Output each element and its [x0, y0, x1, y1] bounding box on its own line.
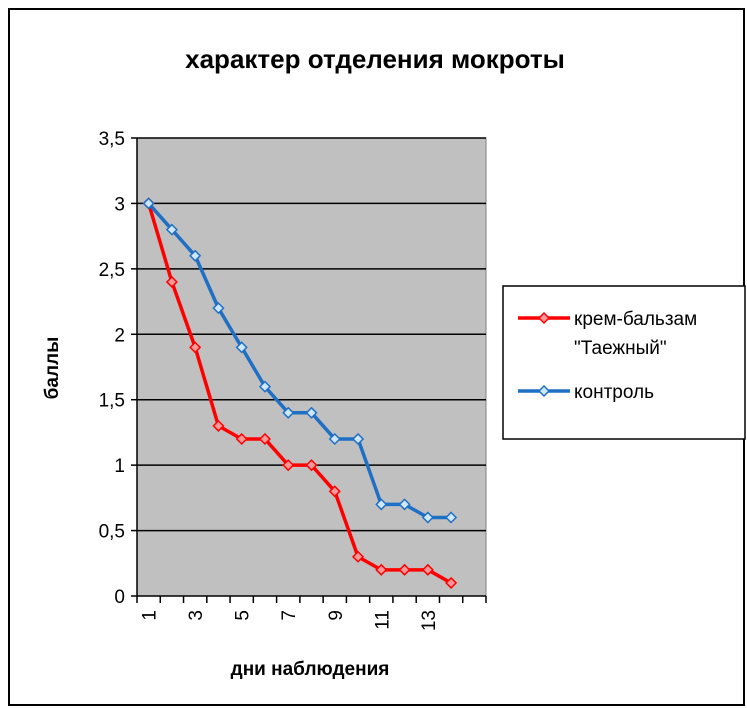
legend-label: контроль	[574, 382, 654, 403]
data-point	[212, 419, 225, 432]
legend-label: крем-бальзам	[574, 309, 697, 330]
x-tick-label: 7	[279, 610, 300, 621]
plot-area: 00,511,522,533,51 3 5 7 9 11 13	[99, 129, 487, 631]
data-point	[282, 459, 295, 472]
y-tick-label: 1,5	[99, 391, 125, 412]
data-point	[398, 498, 411, 511]
data-point	[421, 511, 434, 524]
x-tick-label: 3	[186, 610, 207, 621]
data-point	[235, 341, 248, 354]
data-point	[351, 432, 365, 446]
y-tick-label: 0,5	[99, 522, 125, 543]
data-point	[165, 275, 178, 289]
legend-label: "Таежный"	[574, 338, 667, 359]
x-tick-label: 9	[326, 610, 347, 621]
data-point	[351, 550, 365, 563]
x-tick-label: 11	[372, 610, 393, 630]
data-point	[375, 563, 388, 576]
data-point	[212, 302, 225, 315]
legend-swatch-marker	[537, 384, 551, 398]
data-point	[398, 563, 411, 576]
data-point	[142, 197, 155, 210]
chart-title: характер отделения мокроты	[185, 44, 565, 74]
legend-swatch-marker	[537, 311, 551, 325]
x-tick-label: 1	[140, 610, 161, 621]
y-tick-label: 2	[114, 325, 125, 346]
data-point	[328, 432, 341, 446]
y-tick-label: 3	[114, 194, 125, 215]
x-axis-title: дни наблюдения	[231, 659, 390, 680]
data-point	[258, 432, 272, 446]
data-point	[328, 485, 341, 498]
y-axis-title: баллы	[42, 337, 63, 400]
legend-box	[502, 285, 746, 440]
data-point	[375, 498, 388, 511]
y-tick-label: 0	[114, 587, 125, 608]
data-point	[189, 341, 202, 354]
y-tick-label: 2,5	[99, 260, 125, 281]
x-tick-label: 5	[233, 610, 254, 621]
y-tick-label: 3,5	[99, 129, 125, 150]
data-point	[445, 511, 458, 524]
data-point	[189, 249, 202, 262]
x-tick-label: 13	[419, 610, 440, 631]
data-point	[421, 563, 434, 576]
data-point	[165, 223, 178, 236]
data-point	[235, 432, 248, 446]
data-point	[305, 459, 318, 472]
data-point	[282, 406, 295, 419]
data-point	[258, 380, 272, 393]
plot-background	[136, 137, 487, 597]
data-point	[305, 406, 318, 419]
legend: крем-бальзам "Таежный" контроль	[502, 285, 746, 440]
y-tick-label: 1	[114, 456, 125, 477]
data-point	[445, 576, 458, 589]
